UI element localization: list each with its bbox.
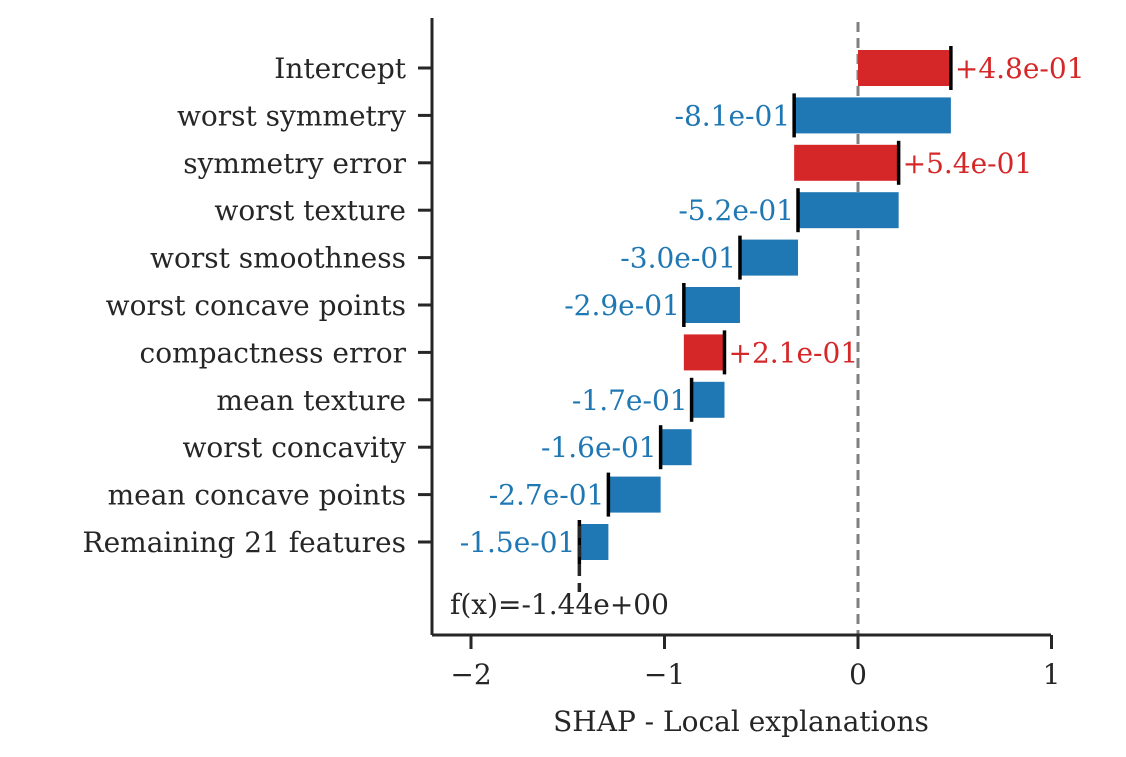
y-tick-label-4: worst texture <box>214 194 406 227</box>
value-label-2: -8.1e-01 <box>674 99 790 132</box>
value-label-7: +2.1e-01 <box>728 336 858 369</box>
value-label-10: -2.7e-01 <box>489 479 605 512</box>
bar-7 <box>683 334 725 371</box>
bar-9 <box>660 429 692 466</box>
bar-2 <box>794 97 951 134</box>
value-label-3: +5.4e-01 <box>903 147 1033 180</box>
y-tick-label-6: worst concave points <box>106 289 406 322</box>
y-tick-label-3: symmetry error <box>183 147 406 180</box>
x-tick-label-2: −1 <box>644 658 685 691</box>
bar-6 <box>683 287 740 323</box>
y-tick-label-2: worst symmetry <box>177 99 406 132</box>
y-tick-label-10: mean concave points <box>108 479 406 512</box>
bar-4 <box>798 192 899 229</box>
value-label-9: -1.6e-01 <box>541 431 657 464</box>
y-tick-label-9: worst concavity <box>182 431 406 464</box>
y-tick-label-5: worst smoothness <box>150 242 406 275</box>
value-label-11: -1.5e-01 <box>460 526 576 559</box>
bar-5 <box>739 239 799 276</box>
y-tick-label-11: Remaining 21 features <box>83 526 406 559</box>
bar-3 <box>794 144 899 181</box>
value-label-6: -2.9e-01 <box>564 289 680 322</box>
value-label-8: -1.7e-01 <box>572 384 688 417</box>
x-axis-title: SHAP - Local explanations <box>553 705 929 738</box>
bar-11 <box>579 524 609 560</box>
bar-8 <box>691 381 725 418</box>
x-tick-label-4: 1 <box>1043 658 1061 691</box>
value-label-5: -3.0e-01 <box>620 242 736 275</box>
y-tick-label-8: mean texture <box>216 384 406 417</box>
y-tick-label-1: Intercept <box>274 52 406 85</box>
bars-layer: +4.8e-01 -8.1e-01 +5.4e-01 -5.2e-01 -3.0e-01… <box>460 22 1085 635</box>
x-tick-label-1: −2 <box>450 658 491 691</box>
axes-layer: Intercept worst symmetry symmetry error wor… <box>83 18 1061 691</box>
value-label-4: -5.2e-01 <box>678 194 794 227</box>
y-tick-label-7: compactness error <box>140 336 407 369</box>
bar-1 <box>858 50 951 86</box>
bar-10 <box>608 476 661 513</box>
final-value-label: f(x)=-1.44e+00 <box>450 588 669 621</box>
value-label-1: +4.8e-01 <box>955 52 1085 85</box>
x-tick-label-3: 0 <box>849 658 867 691</box>
